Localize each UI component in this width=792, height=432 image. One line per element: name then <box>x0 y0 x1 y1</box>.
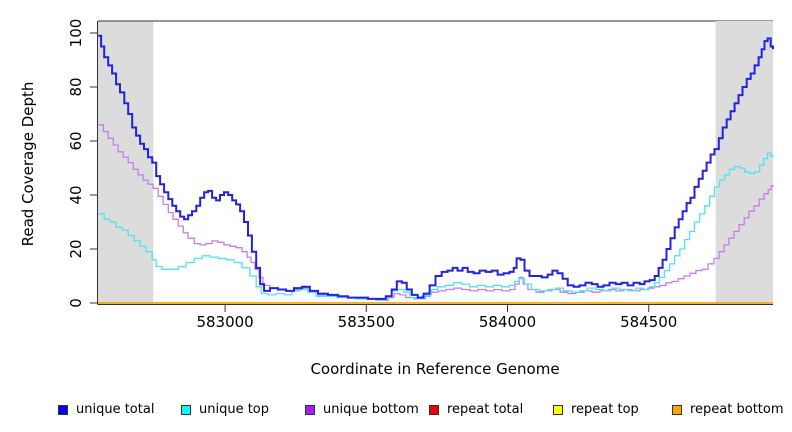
legend-item: unique bottom <box>305 402 419 417</box>
legend-item: repeat total <box>429 402 523 417</box>
legend-swatch-icon <box>429 404 439 415</box>
y-tick-label: 40 <box>67 185 85 204</box>
y-tick-label: 20 <box>67 239 85 258</box>
legend-item: repeat top <box>553 402 639 417</box>
legend-label: repeat top <box>571 402 639 417</box>
shaded-region-left <box>98 21 154 304</box>
legend: unique total unique top unique bottom repea… <box>0 399 792 425</box>
y-tick-label: 60 <box>67 131 85 150</box>
y-tick-label: 80 <box>67 77 85 96</box>
legend-label: unique top <box>199 402 270 417</box>
x-tick-label: 583500 <box>338 313 395 331</box>
legend-swatch-icon <box>181 404 191 415</box>
y-axis-title: Read Coverage Depth <box>19 82 37 247</box>
legend-swatch-icon <box>553 404 563 415</box>
tick-labels: 583000 583500 584000 584500 0 20 40 60 80 100 <box>67 19 677 331</box>
axes <box>90 20 773 312</box>
legend-label: unique bottom <box>323 402 419 417</box>
series-unique-total <box>98 34 774 300</box>
legend-swatch-icon <box>305 404 315 415</box>
legend-item: repeat bottom <box>672 402 784 417</box>
shaded-band <box>715 21 773 304</box>
x-tick-label: 584500 <box>620 313 677 331</box>
legend-label: unique total <box>76 402 155 417</box>
series-lines <box>98 34 774 304</box>
legend-label: repeat total <box>447 402 524 417</box>
legend-swatch-icon <box>58 404 68 415</box>
y-tick-label: 100 <box>67 19 85 48</box>
legend-item: unique top <box>181 402 269 417</box>
legend-item: unique total <box>58 402 154 417</box>
x-axis-title: Coordinate in Reference Genome <box>310 360 559 378</box>
shaded-region-right <box>715 21 773 304</box>
legend-swatch-icon <box>672 404 682 415</box>
series-unique-bottom <box>98 124 774 301</box>
legend-label: repeat bottom <box>690 402 784 417</box>
shaded-band <box>98 21 154 304</box>
x-tick-label: 583000 <box>196 313 253 331</box>
y-tick-label: 0 <box>67 298 85 308</box>
x-tick-label: 584000 <box>479 313 536 331</box>
plot-area: 583000 583500 584000 584500 0 20 40 60 80 100 Coo… <box>19 19 774 378</box>
series-unique-top <box>98 152 774 301</box>
